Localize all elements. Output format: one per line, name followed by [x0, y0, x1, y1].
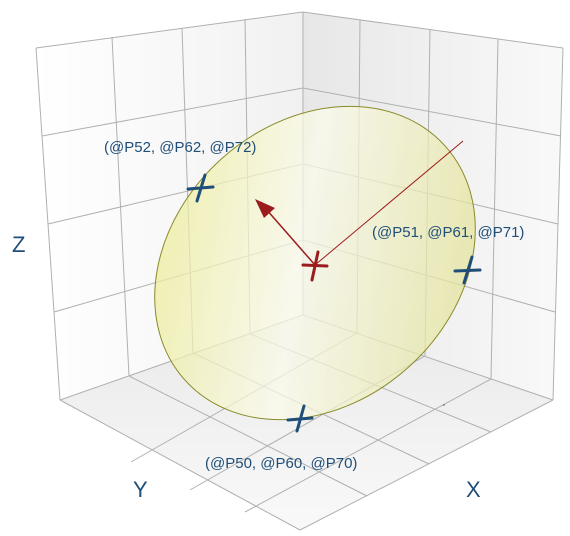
axis-label-y: Y — [133, 477, 148, 502]
point-label-p50: (@P50, @P60, @P70) — [205, 455, 357, 472]
axis-label-x: X — [466, 477, 481, 502]
point-marker-p51 — [453, 255, 482, 285]
point-label-p51: (@P51, @P61, @P71) — [372, 224, 524, 241]
normal-arrow — [255, 199, 316, 266]
point-marker-p50 — [286, 404, 314, 433]
point-marker-p52 — [186, 173, 215, 203]
point-label-p52: (@P52, @P62, @P72) — [104, 139, 256, 156]
floor-speck — [443, 404, 445, 406]
axis-label-z: Z — [12, 232, 25, 257]
center-marker — [301, 250, 329, 282]
radius-line — [314, 140, 464, 266]
